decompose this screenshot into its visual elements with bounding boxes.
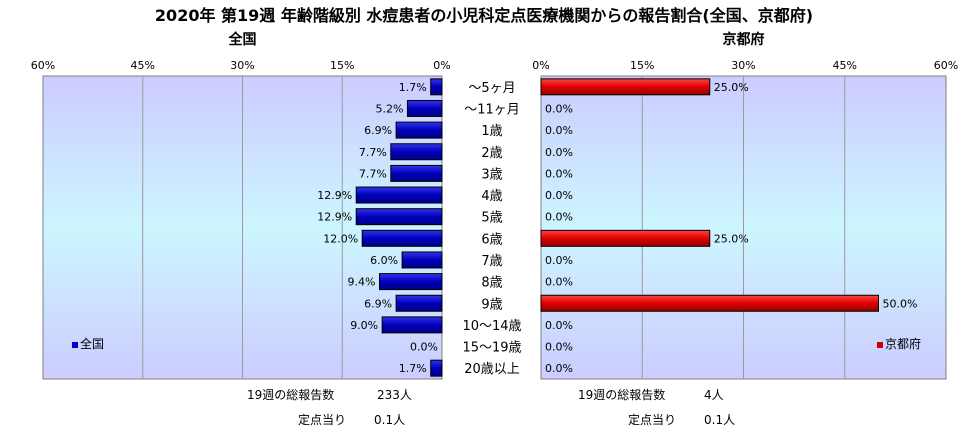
footer-left-total-label: 19週の総報告数 [247,388,335,402]
category-label: 8歳 [481,276,502,291]
right-tick-label: 15% [630,59,654,72]
right-data-label: 0.0% [545,167,573,180]
left-data-label: 12.9% [317,189,352,202]
left-bar [406,99,443,117]
left-data-label: 12.0% [323,232,358,245]
category-label: 7歳 [481,254,502,269]
left-tick-label: 60% [31,59,55,72]
right-data-label: 0.0% [545,124,573,137]
footer-right-total-label: 19週の総報告数 [578,388,666,402]
left-bar [395,294,443,312]
footer-right-per-value: 0.1人 [704,413,736,427]
left-bar [430,359,443,377]
left-data-label: 6.9% [364,124,392,137]
right-bar [540,294,879,312]
category-label: 10～14歳 [462,319,521,334]
left-bar [395,121,443,139]
right-chart-title: 京都府 [723,31,765,48]
right-data-label: 0.0% [545,341,573,354]
right-tick-label: 60% [934,59,958,72]
right-tick-label: 30% [731,59,755,72]
category-label: 3歳 [481,167,502,182]
left-data-label: 6.9% [364,297,392,310]
right-data-label: 25.0% [714,232,749,245]
footer-right-total-value: 4人 [704,388,724,402]
right-legend-marker [877,342,883,348]
left-data-label: 1.7% [399,81,427,94]
footer-right-per-label: 定点当り [628,413,677,427]
footer-left-per-value: 0.1人 [374,413,406,427]
category-labels: ～5ヶ月 ～11ヶ月 1歳 2歳 3歳 4歳 5歳 6歳 7歳 8歳 9歳 10～14歳 15～19歳 2… [462,81,521,377]
left-legend-marker [72,342,78,348]
left-bar [355,208,443,226]
chart-right: 0% 15% 30% 45% 60% 京都府 25.0% 0.0% 0.0% 0.0% 0.0% 0.… [532,31,958,380]
left-data-label: 12.9% [317,211,352,224]
left-data-label: 6.0% [370,254,398,267]
left-bar [401,251,443,269]
left-bar [430,78,443,96]
category-label: 2歳 [481,146,502,161]
right-data-label: 0.0% [545,146,573,159]
left-bar [390,164,443,182]
category-label: 4歳 [481,189,502,204]
left-bar [390,143,443,161]
left-chart-title: 全国 [228,31,257,48]
left-tick-label: 45% [131,59,155,72]
page-title: 2020年 第19週 年齢階級別 水痘患者の小児科定点医療機関からの報告割合(全… [154,6,814,25]
right-data-label: 0.0% [545,276,573,289]
category-label: 1歳 [481,124,502,139]
category-label: 20歳以上 [464,362,520,377]
left-tick-label: 15% [330,59,354,72]
right-data-label: 0.0% [545,189,573,202]
left-tick-label: 30% [230,59,254,72]
category-label: 6歳 [481,232,502,247]
footer-left-total-value: 233人 [377,388,412,402]
right-data-label: 0.0% [545,254,573,267]
left-data-label: 9.0% [350,319,378,332]
category-label: 15～19歳 [462,341,521,356]
category-label: ～11ヶ月 [464,102,520,117]
category-label: ～5ヶ月 [468,81,515,96]
left-bar [381,316,443,334]
right-data-label: 25.0% [714,81,749,94]
left-legend-label: 全国 [80,336,104,351]
right-tick-label: 45% [833,59,857,72]
right-data-label: 50.0% [883,297,918,310]
right-bar [540,229,711,247]
left-data-label: 7.7% [359,146,387,159]
left-data-label: 1.7% [399,362,427,375]
right-data-label: 0.0% [545,362,573,375]
right-data-label: 0.0% [545,319,573,332]
category-label: 5歳 [481,211,502,226]
right-legend-label: 京都府 [885,336,921,351]
category-label: 9歳 [481,297,502,312]
left-tick-label: 0% [433,59,450,72]
right-bar [540,78,711,96]
right-data-label: 0.0% [545,102,573,115]
left-data-label: 7.7% [359,167,387,180]
footer-left-per-label: 定点当り [298,413,347,427]
left-data-label: 9.4% [348,276,376,289]
left-bar [355,186,443,204]
chart-left: 0% 15% 30% 45% 60% 全国 1.7% 5.2% 6.9% 7.7% 7.7% 12.9… [31,31,451,380]
left-data-label: 5.2% [375,102,403,115]
left-bar [378,273,443,291]
right-data-label: 0.0% [545,211,573,224]
left-data-label: 0.0% [410,341,438,354]
right-tick-label: 0% [532,59,549,72]
left-bar [361,229,443,247]
